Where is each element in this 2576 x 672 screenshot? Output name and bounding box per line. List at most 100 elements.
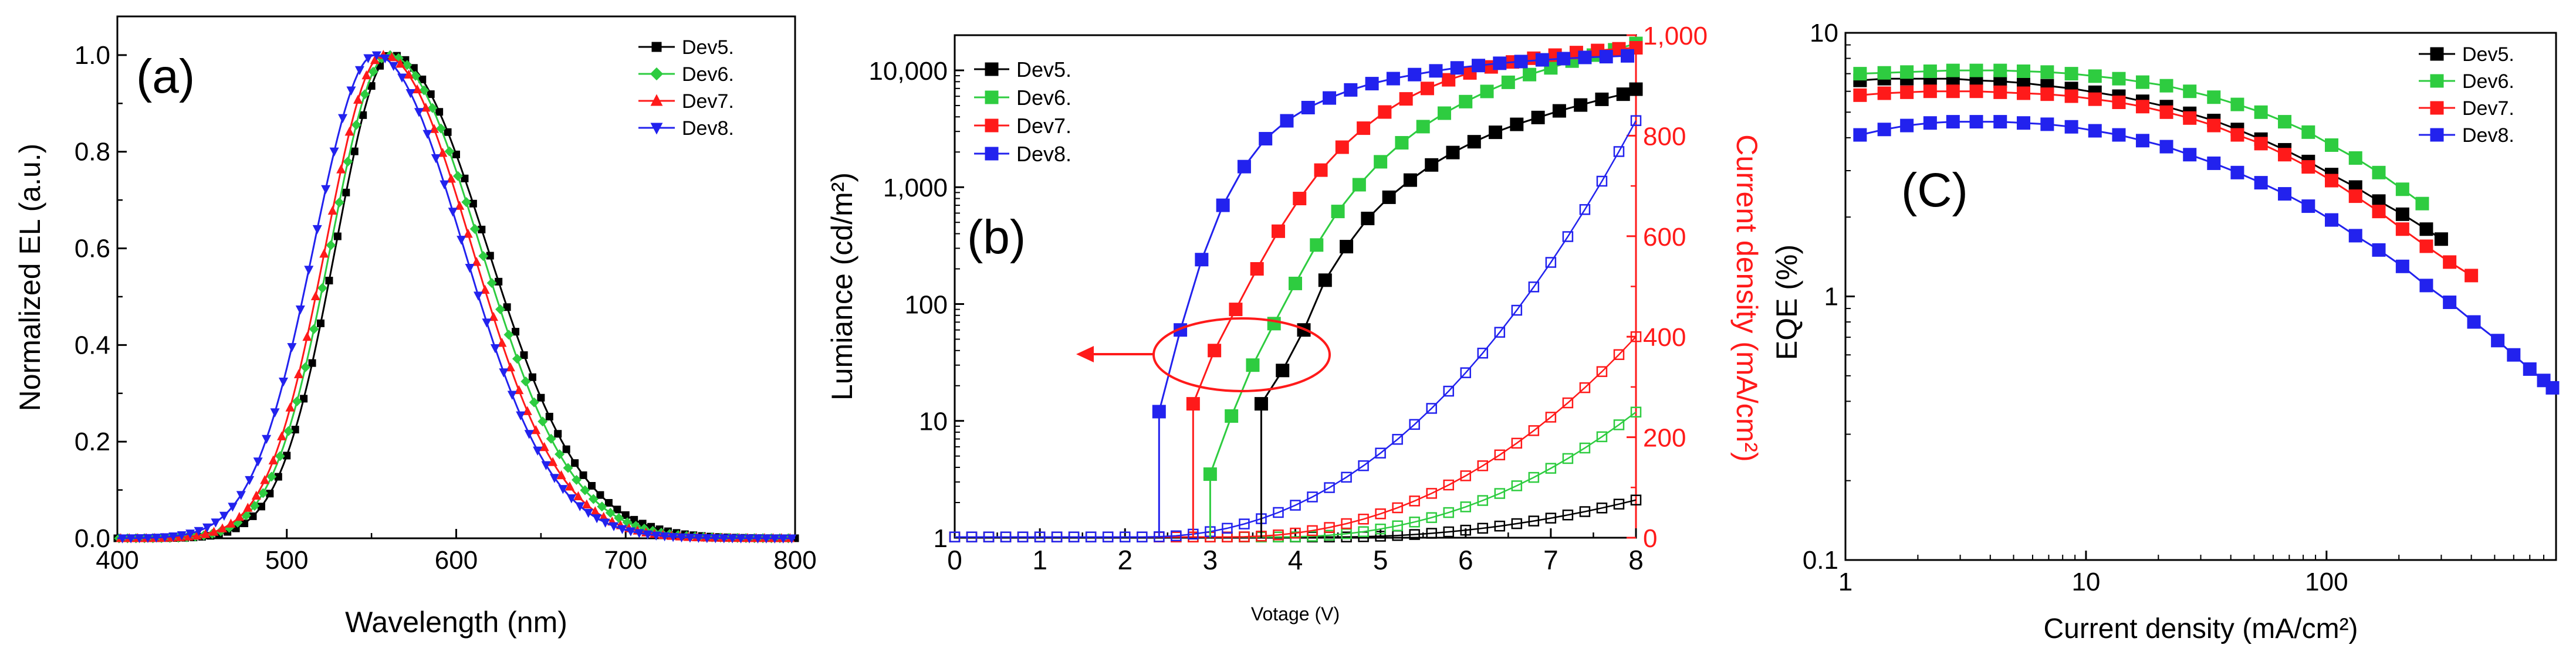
data-point xyxy=(151,534,161,543)
eqe-point xyxy=(2112,72,2126,86)
legend-marker xyxy=(985,90,999,104)
x-tick-label: 600 xyxy=(435,546,478,575)
luminance-point xyxy=(1493,56,1507,70)
current-point xyxy=(1273,529,1284,541)
data-point xyxy=(545,412,553,420)
data-point xyxy=(160,533,170,542)
data-point xyxy=(209,527,219,536)
data-point xyxy=(505,362,515,372)
data-point xyxy=(452,171,463,181)
luminance-point xyxy=(1344,83,1358,97)
data-point xyxy=(497,338,507,347)
data-point xyxy=(555,449,565,460)
data-point xyxy=(361,70,371,80)
data-point xyxy=(787,534,797,544)
data-point xyxy=(573,491,583,501)
eqe-point xyxy=(1923,84,1937,99)
luminance-point xyxy=(1531,110,1545,124)
y-tick-label: 1,000 xyxy=(883,174,948,202)
eqe-point xyxy=(1877,66,1891,80)
data-point xyxy=(614,513,624,523)
y-tick-label: 0.1 xyxy=(1803,546,1838,575)
eqe-point xyxy=(1946,63,1960,77)
luminance-point xyxy=(1335,140,1349,154)
eqe-point xyxy=(2467,315,2481,329)
current-point xyxy=(1307,525,1318,537)
current-point xyxy=(1545,513,1557,524)
data-point xyxy=(292,396,302,407)
eqe-point xyxy=(2064,120,2078,134)
current-point xyxy=(1545,463,1557,474)
data-point xyxy=(562,445,570,453)
eqe-point xyxy=(2016,86,2030,100)
current-point xyxy=(1613,419,1625,430)
luminance-point xyxy=(1416,120,1430,134)
legend-label: Dev7. xyxy=(1016,114,1071,138)
data-point xyxy=(522,406,532,415)
current-point xyxy=(1596,503,1608,514)
luminance-point xyxy=(1208,344,1222,358)
data-point xyxy=(202,523,212,533)
current-point xyxy=(1239,531,1250,542)
eqe-point xyxy=(2465,269,2479,283)
data-point xyxy=(234,511,244,521)
data-point xyxy=(580,485,590,495)
current-point xyxy=(1528,471,1540,483)
data-point xyxy=(592,514,602,524)
data-point xyxy=(597,501,607,512)
data-point xyxy=(251,490,261,500)
legend-marker xyxy=(2430,101,2444,115)
eqe-point xyxy=(2088,124,2102,138)
current-point xyxy=(1409,516,1420,528)
eqe-point xyxy=(2395,222,2409,236)
luminance-point xyxy=(1254,397,1268,411)
data-point xyxy=(388,62,398,72)
current-point xyxy=(1596,431,1608,443)
legend-label: Dev5. xyxy=(682,36,734,59)
data-point xyxy=(520,351,528,359)
data-point xyxy=(410,70,421,81)
data-point xyxy=(266,471,277,482)
data-point xyxy=(143,534,153,544)
data-point xyxy=(343,157,353,167)
current-point xyxy=(1562,453,1574,464)
data-point xyxy=(177,531,187,541)
series-Dev6. xyxy=(1853,63,2429,211)
current-point xyxy=(1068,531,1080,542)
luminance-series-Dev5. xyxy=(1254,82,1643,538)
data-point xyxy=(778,534,788,544)
data-point xyxy=(326,240,336,250)
eqe-point xyxy=(2545,381,2560,395)
data-point xyxy=(302,331,312,341)
data-point xyxy=(495,277,503,286)
current-point xyxy=(1426,403,1437,414)
legend-marker xyxy=(650,94,663,106)
panel-label-b: (b) xyxy=(967,211,1026,264)
data-point xyxy=(427,103,438,113)
y-tick-label: 0.2 xyxy=(75,427,110,456)
data-point xyxy=(308,359,316,367)
data-point xyxy=(249,512,257,520)
data-point xyxy=(596,491,604,499)
luminance-point xyxy=(1535,53,1549,67)
series-Dev7. xyxy=(1853,84,2479,283)
data-point xyxy=(558,485,568,494)
legend-marker xyxy=(2430,74,2444,88)
luminance-point xyxy=(1429,64,1443,78)
x-tick-label: 100 xyxy=(2305,568,2348,596)
data-point xyxy=(354,66,364,76)
data-point xyxy=(218,523,228,532)
current-point xyxy=(1613,349,1625,360)
data-point xyxy=(117,534,127,544)
data-point xyxy=(702,534,712,544)
current-point xyxy=(1341,471,1352,483)
current-point xyxy=(1409,495,1420,507)
eqe-point xyxy=(2301,160,2315,174)
eqe-point xyxy=(2112,128,2126,142)
luminance-point xyxy=(1314,163,1328,177)
data-point xyxy=(583,508,593,518)
eqe-point xyxy=(1969,63,1983,77)
eqe-point xyxy=(2507,348,2521,362)
y2-tick-label: 0 xyxy=(1643,524,1657,553)
data-point xyxy=(685,534,695,543)
